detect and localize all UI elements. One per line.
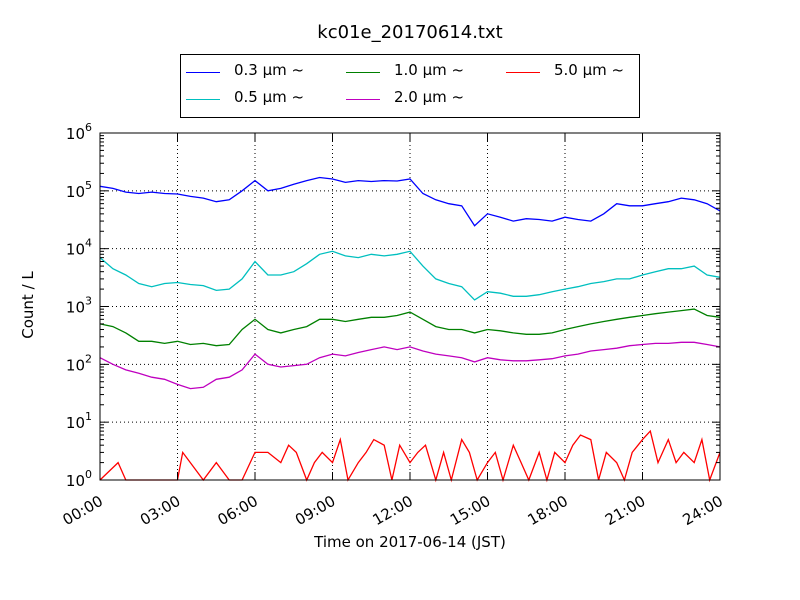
x-tick-label: 09:00 <box>292 492 338 529</box>
series-line-3 <box>99 341 721 390</box>
x-tick-label: 00:00 <box>60 492 106 529</box>
y-axis-label: Count / L <box>19 271 37 339</box>
plot-area: 100 101 102 103 104 105 106 00:00 03:00 06:00 09:0… <box>60 121 726 529</box>
y-tick-label: 100 <box>66 468 92 490</box>
legend-label: 5.0 μm ~ <box>554 61 625 79</box>
chart-title: kc01e_20170614.txt <box>317 22 502 43</box>
x-tick-label: 24:00 <box>680 492 726 529</box>
y-tick-label: 105 <box>66 179 92 201</box>
legend-label: 0.5 μm ~ <box>234 88 305 106</box>
y-tick-label: 103 <box>66 295 92 317</box>
legend-swatch <box>186 99 220 100</box>
legend-swatch <box>186 72 220 73</box>
x-tick-label: 12:00 <box>370 492 416 529</box>
x-tick-label: 03:00 <box>137 492 183 529</box>
series-line-0 <box>99 176 721 227</box>
series-line-2 <box>99 308 721 347</box>
x-tick-label: 06:00 <box>215 492 261 529</box>
legend-swatch <box>346 72 380 73</box>
legend-swatch <box>346 99 380 100</box>
y-tick-label: 104 <box>66 237 92 259</box>
series-line-1 <box>99 250 721 301</box>
legend-label: 1.0 μm ~ <box>394 61 465 79</box>
legend: 0.3 μm ~ 0.5 μm ~ 1.0 μm ~ 2.0 μm ~ 5.0 μm ~ <box>180 54 640 118</box>
legend-swatch <box>506 72 540 73</box>
y-tick-label: 106 <box>66 121 92 143</box>
x-axis-label: Time on 2017-06-14 (JST) <box>313 533 506 551</box>
legend-label: 2.0 μm ~ <box>394 88 465 106</box>
series-line-4 <box>99 429 721 483</box>
x-tick-label: 18:00 <box>525 492 571 529</box>
x-tick-label: 21:00 <box>602 492 648 529</box>
y-tick-label: 102 <box>66 352 92 374</box>
x-tick-label: 15:00 <box>447 492 493 529</box>
legend-label: 0.3 μm ~ <box>234 61 305 79</box>
y-tick-label: 101 <box>66 410 92 432</box>
